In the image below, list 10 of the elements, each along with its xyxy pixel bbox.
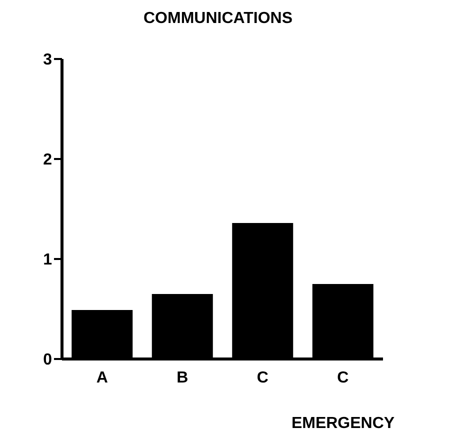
x-tick-label: A bbox=[96, 369, 108, 386]
y-tick-label: 3 bbox=[43, 52, 52, 69]
y-tick-label: 0 bbox=[43, 352, 52, 369]
y-tick-label: 2 bbox=[43, 152, 52, 169]
x-tick-label: C bbox=[337, 369, 350, 386]
x-tick-label: B bbox=[176, 369, 188, 386]
chart-title: COMMUNICATIONS bbox=[142, 10, 294, 28]
x-tick-label: C bbox=[256, 369, 269, 386]
y-tick-label: 1 bbox=[43, 252, 52, 269]
x-axis-title: EMERGENCY bbox=[290, 415, 396, 433]
